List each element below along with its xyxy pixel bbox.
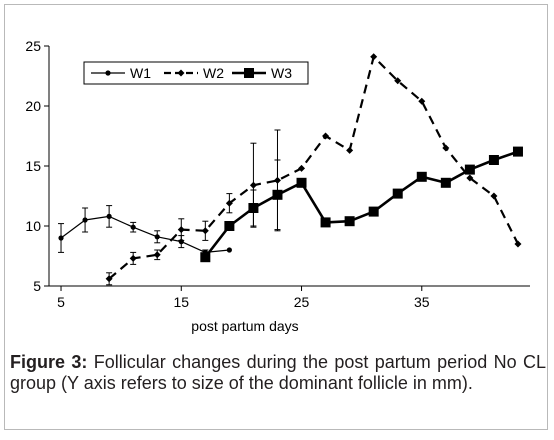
w3-data-point (344, 216, 355, 227)
follicle-size-line-chart: 5 10 15 20 25 5 15 25 35 W1 W2 W3 post partum days (25, 38, 530, 334)
y-tick-label: 10 (25, 218, 41, 234)
w3-data-point (296, 177, 307, 188)
w2-data-point (225, 199, 233, 207)
x-tick-label: 35 (414, 294, 430, 310)
w3-data-point (320, 217, 331, 228)
figure-caption: Figure 3: Follicular changes during the … (10, 352, 546, 394)
legend-w1-label: W1 (130, 65, 151, 81)
w3-data-point (488, 155, 499, 165)
x-axis-label: post partum days (191, 318, 298, 334)
y-tick-label: 5 (33, 278, 41, 294)
error-bars (58, 129, 281, 286)
legend-box (83, 61, 309, 85)
w3-data-point (368, 206, 379, 217)
w1-data-point (58, 235, 64, 241)
w1-series-line (60, 215, 230, 253)
w1-data-point (154, 234, 160, 240)
w2-data-point (346, 146, 354, 154)
w3-data-point (416, 171, 427, 182)
w3-data-point (392, 188, 403, 199)
w2-data-point (514, 240, 522, 248)
w2-data-point (177, 226, 185, 234)
legend-w3-label: W3 (271, 65, 292, 81)
w2-data-point (153, 251, 161, 259)
w2-data-point (129, 254, 137, 262)
w3-data-point (224, 221, 235, 231)
chart-axes: 5 10 15 20 25 5 15 25 35 (25, 38, 530, 310)
chart-legend: W1 W2 W3 (83, 61, 309, 85)
legend-w2-marker (177, 69, 185, 77)
w2-data-point (249, 181, 257, 189)
w2-data-point (105, 275, 113, 283)
w2-data-point (442, 144, 450, 152)
w2-data-point (322, 132, 330, 140)
series-markers (58, 53, 523, 283)
w2-data-point (273, 176, 281, 184)
w2-data-point (298, 164, 306, 172)
figure-caption-label: Figure 3: (10, 352, 88, 372)
w1-data-point (106, 213, 112, 219)
y-tick-label: 25 (25, 38, 41, 54)
w1-data-point (82, 217, 88, 223)
w3-data-point (272, 189, 283, 200)
w2-data-point (490, 192, 498, 200)
w1-data-point (178, 239, 184, 245)
w3-data-point (200, 252, 211, 263)
legend-w3-marker (244, 68, 254, 78)
w2-data-point (370, 53, 378, 61)
w2-data-point (466, 174, 474, 182)
legend-w1-marker (105, 70, 111, 76)
w2-series-line (108, 55, 519, 280)
w3-data-point (440, 177, 451, 188)
w3-data-point (464, 164, 475, 175)
x-tick-label: 5 (57, 294, 65, 310)
w2-data-point (418, 97, 426, 105)
x-tick-label: 25 (294, 294, 310, 310)
y-tick-label: 20 (25, 98, 41, 114)
w1-data-point (130, 224, 136, 230)
series-lines (60, 55, 519, 280)
w3-data-point (512, 146, 523, 157)
w1-data-point (226, 247, 232, 253)
figure-caption-text: Follicular changes during the post partu… (10, 352, 546, 393)
w2-data-point (201, 227, 209, 235)
y-tick-label: 15 (25, 158, 41, 174)
w2-data-point (394, 77, 402, 85)
x-tick-label: 15 (173, 294, 189, 310)
w3-data-point (248, 203, 259, 213)
legend-w2-label: W2 (203, 65, 224, 81)
